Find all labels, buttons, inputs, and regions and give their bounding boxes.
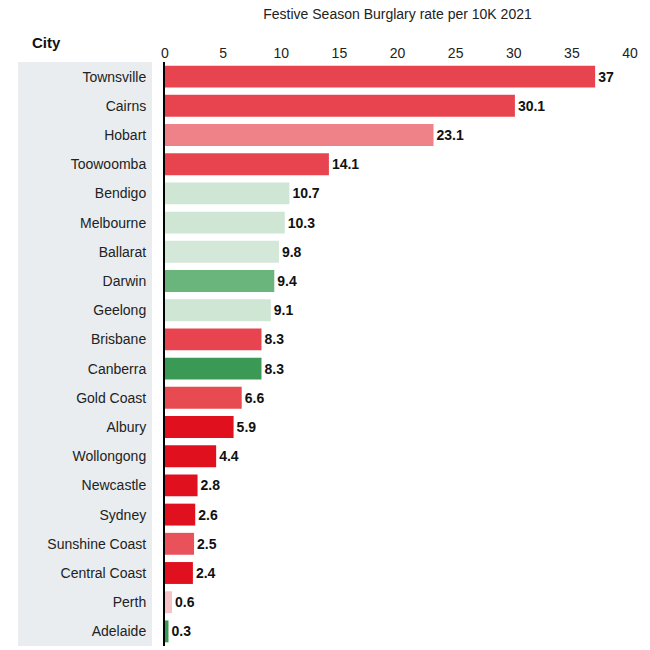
svg-text:9.8: 9.8 xyxy=(282,244,302,260)
svg-text:City: City xyxy=(32,34,61,51)
svg-text:Albury: Albury xyxy=(107,419,147,435)
svg-text:20: 20 xyxy=(390,45,406,61)
svg-text:10: 10 xyxy=(273,45,289,61)
svg-text:8.3: 8.3 xyxy=(264,361,284,377)
svg-text:0.3: 0.3 xyxy=(171,623,191,639)
svg-text:2.5: 2.5 xyxy=(197,536,217,552)
svg-text:9.1: 9.1 xyxy=(274,302,294,318)
svg-text:0: 0 xyxy=(161,45,169,61)
svg-text:Hobart: Hobart xyxy=(104,127,146,143)
svg-text:5: 5 xyxy=(219,45,227,61)
svg-text:Perth: Perth xyxy=(113,594,146,610)
svg-text:Central Coast: Central Coast xyxy=(61,565,147,581)
svg-text:8.3: 8.3 xyxy=(264,331,284,347)
svg-text:Canberra: Canberra xyxy=(88,361,147,377)
svg-text:30: 30 xyxy=(506,45,522,61)
svg-text:35: 35 xyxy=(564,45,580,61)
svg-text:4.4: 4.4 xyxy=(219,448,239,464)
svg-text:Adelaide: Adelaide xyxy=(92,623,147,639)
svg-text:Geelong: Geelong xyxy=(93,302,146,318)
svg-text:2.8: 2.8 xyxy=(201,477,221,493)
svg-text:14.1: 14.1 xyxy=(332,156,359,172)
svg-text:Brisbane: Brisbane xyxy=(91,331,146,347)
svg-text:Ballarat: Ballarat xyxy=(99,244,147,260)
svg-text:Melbourne: Melbourne xyxy=(80,215,146,231)
svg-text:Festive Season Burglary rate p: Festive Season Burglary rate per 10K 202… xyxy=(263,6,532,22)
svg-text:Toowoomba: Toowoomba xyxy=(71,156,147,172)
svg-text:Sydney: Sydney xyxy=(99,506,146,522)
svg-text:Sunshine Coast: Sunshine Coast xyxy=(47,536,146,552)
svg-text:10.3: 10.3 xyxy=(288,215,315,231)
svg-text:37: 37 xyxy=(598,69,614,85)
svg-text:23.1: 23.1 xyxy=(437,127,464,143)
svg-text:25: 25 xyxy=(448,45,464,61)
svg-text:0.6: 0.6 xyxy=(175,594,195,610)
svg-text:Wollongong: Wollongong xyxy=(73,448,147,464)
svg-text:30.1: 30.1 xyxy=(518,98,545,114)
svg-text:2.4: 2.4 xyxy=(196,565,216,581)
svg-text:Townsville: Townsville xyxy=(82,69,146,85)
svg-text:40: 40 xyxy=(622,45,638,61)
svg-text:Darwin: Darwin xyxy=(103,273,147,289)
svg-text:15: 15 xyxy=(332,45,348,61)
svg-text:9.4: 9.4 xyxy=(277,273,297,289)
svg-text:5.9: 5.9 xyxy=(237,419,257,435)
svg-text:6.6: 6.6 xyxy=(245,390,265,406)
svg-text:Cairns: Cairns xyxy=(106,98,146,114)
svg-text:Newcastle: Newcastle xyxy=(82,477,147,493)
svg-text:2.6: 2.6 xyxy=(198,507,218,523)
svg-text:10.7: 10.7 xyxy=(292,185,319,201)
svg-text:Gold Coast: Gold Coast xyxy=(76,390,146,406)
svg-text:Bendigo: Bendigo xyxy=(95,185,147,201)
